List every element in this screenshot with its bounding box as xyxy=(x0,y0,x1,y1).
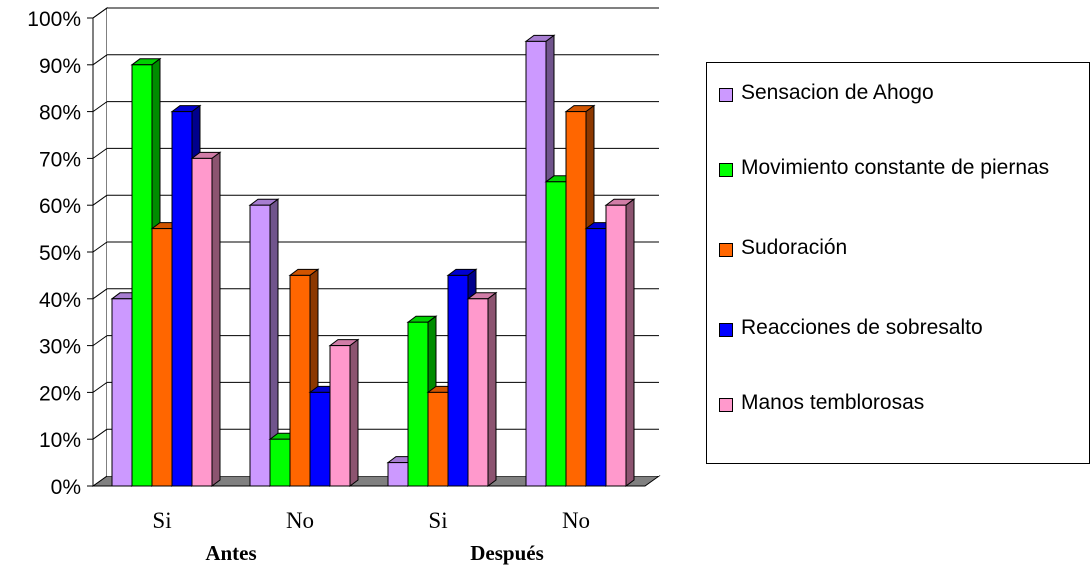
y-tick-label: 80% xyxy=(39,102,81,125)
legend-swatch xyxy=(719,323,733,337)
legend-item: Reacciones de sobresalto xyxy=(719,315,1071,341)
legend-label: Reacciones de sobresalto xyxy=(741,316,983,339)
y-tick-label: 30% xyxy=(39,336,81,359)
gridline-side xyxy=(92,54,108,66)
bar xyxy=(151,228,173,487)
legend-swatch xyxy=(719,88,733,102)
y-tick-label: 0% xyxy=(51,476,81,499)
legend-label: Movimiento constante de piernas xyxy=(741,156,1050,179)
bar-side xyxy=(349,338,359,487)
legend-item: Sensacion de Ahogo xyxy=(719,80,1071,106)
bar-side xyxy=(625,198,635,487)
group-label: Antes xyxy=(205,541,256,565)
group-label: Después xyxy=(470,541,544,565)
legend-label: Sensacion de Ahogo xyxy=(741,81,934,104)
gridline-side xyxy=(92,101,108,113)
bar xyxy=(545,181,567,487)
y-tick-label: 100% xyxy=(27,8,81,31)
bar xyxy=(447,274,469,487)
x-tick-label: No xyxy=(562,508,590,533)
bar xyxy=(525,40,547,487)
gridline-side xyxy=(92,241,108,253)
x-tick-label: Si xyxy=(152,508,171,533)
y-tick-label: 60% xyxy=(39,195,81,218)
gridline-side xyxy=(92,147,108,159)
legend-label: Manos temblorosas xyxy=(741,391,925,414)
gridline-side xyxy=(92,428,108,440)
y-tick-label: 90% xyxy=(39,55,81,78)
bar xyxy=(407,321,429,487)
bar xyxy=(111,298,133,487)
bar xyxy=(387,462,409,487)
bar xyxy=(289,274,311,487)
legend-swatch xyxy=(719,243,733,257)
gridline-side xyxy=(92,335,108,347)
y-tick-label: 50% xyxy=(39,242,81,265)
bars-layer xyxy=(110,34,636,487)
bar-chart: 0% 10% 20% 30% 40% 50% 60% 70% 80% 90% 100% Si No Si N… xyxy=(27,7,661,565)
bar xyxy=(191,157,213,487)
legend: Sensacion de Ahogo Movimiento constante d… xyxy=(706,62,1090,464)
bar xyxy=(427,391,449,487)
gridline-side xyxy=(92,7,108,19)
legend-swatch xyxy=(719,398,733,412)
x-tick-label: No xyxy=(286,508,314,533)
bar-side xyxy=(487,291,497,487)
legend-label: Sudoración xyxy=(741,236,848,259)
bar xyxy=(131,64,153,487)
bar xyxy=(269,438,291,487)
bar xyxy=(467,298,489,487)
gridline-side xyxy=(92,288,108,300)
y-tick-label: 10% xyxy=(39,429,81,452)
bar-side xyxy=(211,151,221,487)
bar xyxy=(309,391,331,487)
x-tick-label: Si xyxy=(428,508,447,533)
bar xyxy=(605,204,627,487)
legend-item: Movimiento constante de piernas xyxy=(719,155,1071,181)
gridline-side xyxy=(92,194,108,206)
bar xyxy=(329,345,351,487)
bar xyxy=(585,228,607,487)
y-tick-label: 20% xyxy=(39,382,81,405)
y-tick-label: 70% xyxy=(39,148,81,171)
legend-item: Sudoración xyxy=(719,235,1071,261)
bar xyxy=(565,111,587,487)
y-tick-label: 40% xyxy=(39,289,81,312)
legend-swatch xyxy=(719,163,733,177)
bar xyxy=(171,111,193,487)
gridline-side xyxy=(92,381,108,393)
bar xyxy=(249,204,271,487)
legend-item: Manos temblorosas xyxy=(719,390,1071,416)
